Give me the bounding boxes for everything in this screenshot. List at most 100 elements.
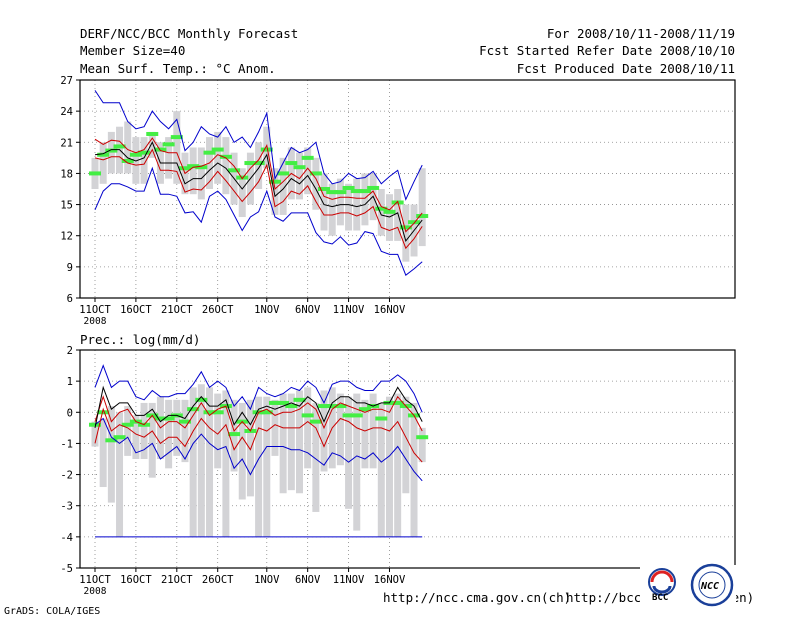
temp-median xyxy=(408,220,421,225)
temp-median xyxy=(195,165,208,170)
temp-box xyxy=(328,183,336,236)
temp-xtick-label: 11OCT xyxy=(79,304,111,316)
temp-xtick-label: 26OCT xyxy=(202,304,234,316)
prec-median xyxy=(187,407,200,412)
temp-box xyxy=(99,142,107,184)
temperature-panel: 6 9 12 15 18 21 24 27 11OCT 16OCT 21OCT 26OCT 1NOV 6N… xyxy=(60,75,736,327)
prec-lower-line xyxy=(94,407,423,463)
temp-median xyxy=(170,135,183,140)
temp-box xyxy=(385,194,393,241)
prec-box xyxy=(336,393,344,466)
temp-median xyxy=(350,189,363,194)
grads-credit: GrADS: COLA/IGES xyxy=(4,606,100,617)
temp-box xyxy=(320,173,328,231)
temp-median xyxy=(285,161,298,166)
prec-ytick-label: 0 xyxy=(67,407,73,419)
prec-box xyxy=(140,402,148,459)
temp-box xyxy=(140,137,148,184)
temp-median xyxy=(383,209,396,214)
prec-median xyxy=(293,397,306,402)
prec-xtick-label: 21OCT xyxy=(161,574,193,586)
prec-median xyxy=(154,416,167,421)
prec-median xyxy=(89,422,101,427)
temp-ytick-label: 27 xyxy=(60,75,73,87)
start-date: Fcst Started Refer Date 2008/10/10 xyxy=(479,43,735,58)
temp-box xyxy=(353,178,361,231)
prec-median xyxy=(260,410,273,415)
temp-median xyxy=(358,189,371,194)
temp-median xyxy=(219,154,232,159)
temp-median xyxy=(318,187,331,191)
prec-median xyxy=(121,422,134,427)
temp-ytick-label: 21 xyxy=(60,137,73,149)
temp-xtick-label: 16OCT xyxy=(120,304,152,316)
variable-label: Mean Surf. Temp.: °C Anom. xyxy=(80,61,276,76)
temp-median xyxy=(211,147,224,152)
temp-median xyxy=(113,144,126,149)
bcc-logo-text: BCC xyxy=(652,593,668,603)
prec-box xyxy=(238,402,246,500)
prec-xtick-label: 16OCT xyxy=(120,574,152,586)
temp-frame xyxy=(79,79,736,299)
temp-median xyxy=(129,152,142,157)
prec-box xyxy=(189,387,197,537)
temp-median xyxy=(375,206,388,211)
prec-median xyxy=(162,416,175,421)
temp-box xyxy=(312,157,320,210)
temp-max-line xyxy=(94,90,423,201)
temp-median xyxy=(342,185,355,190)
temp-median xyxy=(367,185,380,190)
temp-box xyxy=(222,137,230,195)
prec-box xyxy=(246,399,254,497)
produced-date: Fcst Produced Date 2008/10/11 xyxy=(517,61,735,76)
prec-box xyxy=(148,402,156,478)
temp-ytick-label: 15 xyxy=(60,200,73,212)
prec-xtick-label: 11NOV xyxy=(333,574,365,586)
prec-ytick-label: -1 xyxy=(60,438,73,450)
temp-upper-line xyxy=(94,137,423,233)
prec-box xyxy=(99,418,107,488)
prec-box xyxy=(181,399,189,463)
prec-xtick-label: 1NOV xyxy=(254,574,280,586)
precip-panel-title: Prec.: log(mm/d) xyxy=(80,332,200,347)
prec-xtick-label: 6NOV xyxy=(295,574,321,586)
temp-box xyxy=(296,152,303,200)
temp-median xyxy=(268,179,281,184)
temp-ytick-label: 9 xyxy=(67,262,73,274)
prec-median xyxy=(326,404,339,409)
temp-xtick-label: 16NOV xyxy=(374,304,406,316)
temp-box xyxy=(271,168,279,215)
temp-median xyxy=(146,131,159,136)
prec-box xyxy=(385,396,393,537)
temp-box xyxy=(238,168,246,218)
temp-box xyxy=(197,147,205,200)
temp-median xyxy=(301,155,314,160)
temp-median xyxy=(97,152,110,157)
prec-ytick-label: 1 xyxy=(67,376,73,388)
prec-box xyxy=(91,421,99,447)
prec-frame xyxy=(79,349,736,569)
prec-ytick-label: 2 xyxy=(67,345,73,357)
temp-ytick-label: 12 xyxy=(60,231,73,243)
prec-box xyxy=(279,393,287,494)
prec-median xyxy=(211,410,224,415)
ncc-url[interactable]: http://ncc.cma.gov.cn(ch) xyxy=(383,590,571,605)
prec-median xyxy=(105,438,118,443)
temp-median xyxy=(178,166,191,171)
prec-box xyxy=(214,393,222,469)
prec-box xyxy=(255,396,263,537)
temp-box xyxy=(304,147,312,195)
prec-median xyxy=(178,419,191,424)
prec-box xyxy=(271,399,279,456)
prec-median xyxy=(195,397,208,402)
temp-median xyxy=(121,158,134,163)
temp-median xyxy=(228,168,241,173)
prec-box xyxy=(222,390,230,537)
prec-min-line xyxy=(94,417,423,482)
prec-upper-line xyxy=(94,395,423,432)
chart-title: DERF/NCC/BCC Monthly Forecast xyxy=(80,26,298,41)
prec-box xyxy=(165,399,173,469)
prec-median xyxy=(277,400,290,405)
temp-median xyxy=(244,161,257,166)
temp-median xyxy=(236,175,249,180)
